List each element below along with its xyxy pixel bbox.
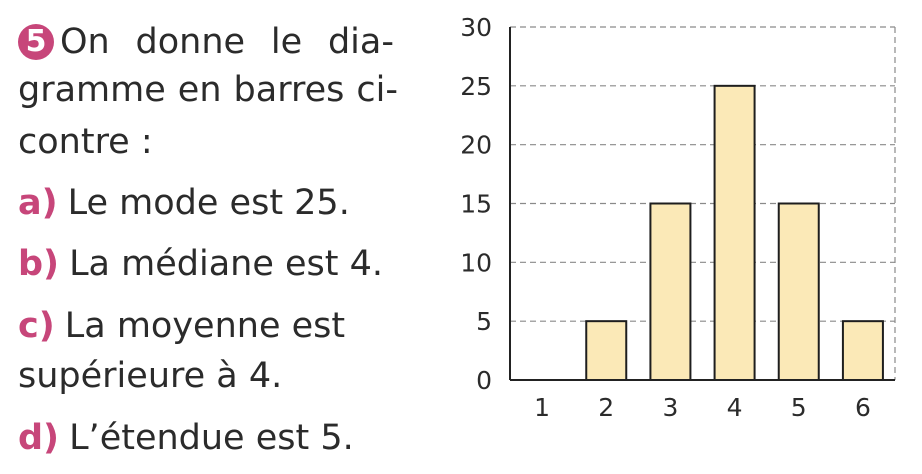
item-text: Le mode est 25.: [67, 183, 350, 223]
item-text: La moyenne est: [64, 306, 346, 346]
item-b: b) La médiane est 4.: [18, 244, 383, 284]
intro-word: dia-: [327, 22, 394, 62]
item-text: L’étendue est 5.: [69, 418, 354, 458]
item-letter: d): [18, 418, 60, 458]
item-d: d) L’étendue est 5.: [18, 418, 354, 458]
bar: [841, 320, 884, 381]
bar: [777, 202, 820, 381]
item-text: supérieure à 4.: [18, 356, 283, 396]
y-tick-label: 0: [476, 366, 492, 395]
intro-word: contre :: [18, 122, 153, 162]
bar-chart-svg: 0 5 10 15 20 25 30 1 2 3 4 5 6: [460, 13, 896, 422]
bar-chart: 0 5 10 15 20 25 30 1 2 3 4 5 6: [440, 0, 922, 470]
bar: [649, 202, 692, 381]
intro-line-1: 5 On donne le dia-: [18, 22, 394, 62]
bar: [713, 84, 756, 381]
intro-word: en: [177, 70, 222, 110]
intro-line-3: contre :: [18, 122, 153, 162]
y-tick-label: 20: [460, 131, 492, 160]
y-tick-label: 25: [460, 72, 492, 101]
y-tick-label: 10: [460, 248, 492, 277]
item-letter: c): [18, 306, 55, 346]
item-letter: b): [18, 244, 60, 284]
x-tick-label: 4: [727, 393, 743, 422]
exercise-number-badge: 5: [18, 24, 54, 60]
intro-word: donne: [135, 22, 246, 62]
item-c: c) La moyenne est: [18, 306, 345, 346]
item-letter: a): [18, 183, 58, 223]
item-c-continuation: supérieure à 4.: [18, 356, 282, 396]
y-tick-label: 5: [476, 307, 492, 336]
y-tick-label: 15: [460, 190, 492, 219]
x-tick-label: 6: [855, 393, 871, 422]
item-a: a) Le mode est 25.: [18, 183, 350, 223]
bar: [585, 320, 628, 381]
x-tick-label: 2: [598, 393, 614, 422]
item-text: La médiane est 4.: [69, 244, 384, 284]
intro-word: le: [270, 22, 303, 62]
intro-word: barres: [233, 70, 345, 110]
y-tick-label: 30: [460, 13, 492, 42]
intro-word: gramme: [18, 70, 166, 110]
x-tick-label: 3: [662, 393, 678, 422]
intro-word: On: [60, 22, 110, 62]
x-tick-label: 5: [791, 393, 807, 422]
x-tick-label: 1: [534, 393, 550, 422]
intro-word: ci-: [356, 70, 398, 110]
exercise-text: 5 On donne le dia- gramme en barres ci- …: [0, 0, 440, 470]
intro-line-2: gramme en barres ci-: [18, 70, 398, 110]
